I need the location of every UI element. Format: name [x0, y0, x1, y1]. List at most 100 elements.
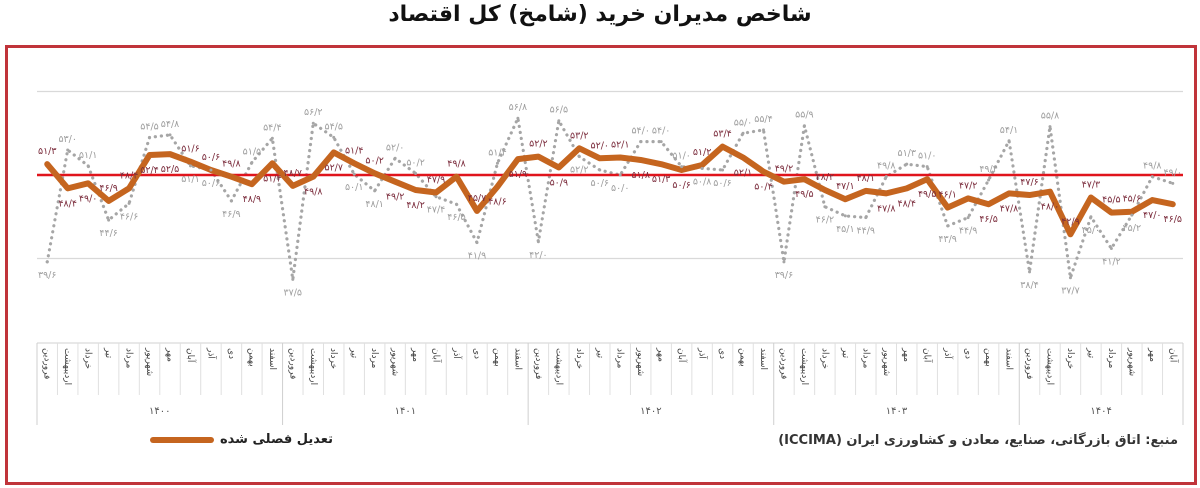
- raw-point: [495, 161, 499, 165]
- raw-data-label: ۵۴/۱: [1000, 125, 1019, 136]
- raw-data-label: ۴۹/۸: [1143, 161, 1162, 172]
- raw-point: [577, 155, 581, 159]
- raw-point: [823, 205, 827, 209]
- month-tick-label: مرداد: [860, 348, 870, 368]
- raw-data-label: ۳۷/۵: [284, 287, 303, 298]
- sa-data-label: ۵۲/۱: [611, 139, 630, 150]
- raw-data-label: ۴۱/۹: [468, 251, 487, 262]
- month-tick-label: دی: [226, 348, 236, 359]
- legend-label: تعدیل فصلی شده: [220, 432, 334, 447]
- sa-point: [844, 198, 846, 200]
- raw-data-label: ۴۴/۶: [99, 228, 118, 239]
- sa-point: [374, 172, 376, 174]
- sa-data-label: ۵۰/۶: [672, 180, 691, 191]
- sa-data-label: ۴۸/۷: [284, 168, 303, 179]
- raw-data-label: ۴۹/۸: [877, 161, 896, 172]
- raw-point: [639, 140, 643, 144]
- seasonally-adjusted-line: [44, 143, 1176, 238]
- sa-point: [1049, 191, 1051, 193]
- sa-point: [640, 159, 642, 161]
- sa-data-label: ۴۶/۵: [1164, 214, 1183, 225]
- sa-data-label: ۴۵/۵: [1102, 195, 1121, 206]
- raw-data-label: ۴۵/۰: [1082, 225, 1101, 236]
- sa-data-label: ۴۹/۵: [795, 189, 814, 200]
- sa-data-label: ۴۲/۹: [1061, 216, 1080, 227]
- month-tick-label: بهمن: [738, 348, 748, 367]
- raw-point: [1028, 270, 1032, 274]
- raw-data-label: ۴۴/۹: [959, 226, 978, 237]
- raw-data-label: ۵۰/۱: [345, 182, 364, 193]
- raw-point: [148, 135, 152, 139]
- sa-point: [496, 186, 498, 188]
- sa-data-label: ۵۲/۷: [324, 162, 343, 173]
- raw-point: [1068, 276, 1072, 280]
- sa-data-label: ۵۲/۱: [734, 167, 753, 178]
- year-tick-label: ۱۴۰۰: [149, 406, 170, 417]
- sa-point: [681, 169, 683, 171]
- raw-point: [45, 260, 49, 264]
- sa-data-label: ۴۷/۹: [427, 175, 446, 186]
- month-tick-label: فروردین: [533, 348, 543, 379]
- raw-point: [455, 202, 459, 206]
- month-tick-label: آبان: [676, 348, 688, 363]
- raw-data-label: ۵۰/۶: [202, 178, 221, 189]
- month-tick-label: اسفند: [758, 348, 768, 370]
- sa-data-label: ۵۲/۵: [161, 164, 180, 175]
- sa-data-label: ۴۷/۲: [959, 180, 978, 191]
- month-tick-label: آبان: [1167, 348, 1179, 363]
- sa-data-label: ۴۵/۷: [468, 193, 487, 204]
- raw-data-label: ۵۳/۰: [58, 134, 77, 145]
- raw-point: [925, 165, 929, 169]
- month-tick-label: آذر: [451, 347, 463, 359]
- month-tick-label: شهریور: [1126, 347, 1136, 376]
- sa-point: [435, 192, 437, 194]
- raw-point: [802, 124, 806, 128]
- raw-point: [843, 214, 847, 218]
- month-tick-label: بهمن: [492, 348, 502, 367]
- source-note: منبع: اتاق بازرگانی، صنایع، معادن و کشاو…: [778, 433, 1178, 448]
- year-tick-label: ۱۴۰۳: [886, 406, 908, 417]
- month-tick-label: تیر: [1085, 347, 1095, 359]
- sa-point: [476, 210, 478, 212]
- month-tick-label: بهمن: [983, 348, 993, 367]
- sa-data-label: ۵۳/۲: [570, 130, 589, 141]
- raw-point: [946, 224, 950, 228]
- raw-data-label: ۴۸/۱: [365, 199, 384, 210]
- sa-data-label: ۴۹/۰: [79, 193, 98, 204]
- month-tick-label: فروردین: [1024, 348, 1034, 379]
- sa-point: [742, 156, 744, 158]
- month-tick-label: تیر: [349, 347, 359, 359]
- sa-point: [46, 163, 48, 165]
- legend: تعدیل فصلی شده: [150, 432, 333, 447]
- sa-point: [803, 178, 805, 180]
- sa-data-label: ۴۸/۲: [816, 172, 835, 183]
- raw-data-label: ۵۰/۲: [406, 157, 425, 168]
- raw-data-label: ۵۱/۳: [897, 148, 916, 159]
- raw-data-label: ۵۲/۰: [386, 142, 405, 153]
- sa-data-label: ۵۱/۸: [631, 170, 650, 181]
- sa-point: [251, 183, 253, 185]
- sa-point: [722, 146, 724, 148]
- sa-data-label: ۴۶/۱: [938, 190, 957, 201]
- month-tick-label: خرداد: [574, 348, 584, 369]
- raw-point: [905, 162, 909, 166]
- sa-data-label: ۴۸/۹: [243, 194, 262, 205]
- raw-data-label: ۵۴/۰: [652, 126, 671, 137]
- month-tick-label: آبان: [922, 348, 934, 363]
- month-tick-label: فروردین: [287, 348, 297, 379]
- sa-data-label: ۴۸/۴: [58, 198, 77, 209]
- sa-data-label: ۴۷/۰: [1143, 210, 1162, 221]
- sa-data-label: ۴۸/۴: [897, 198, 916, 209]
- raw-data-label: ۴۹/۰: [1164, 167, 1183, 178]
- sa-data-label: ۴۸/۱: [857, 173, 876, 184]
- year-tick-label: ۱۴۰۱: [395, 406, 416, 417]
- sa-point: [1069, 233, 1071, 235]
- month-tick-label: آذر: [942, 347, 954, 359]
- chart-frame: [5, 45, 1197, 485]
- raw-point: [782, 260, 786, 264]
- raw-data-label: ۴۱/۲: [1102, 256, 1121, 267]
- raw-point: [291, 277, 295, 281]
- raw-point: [250, 160, 254, 164]
- raw-point: [1048, 125, 1052, 129]
- month-tick-label: اردیبهشت: [1044, 348, 1054, 385]
